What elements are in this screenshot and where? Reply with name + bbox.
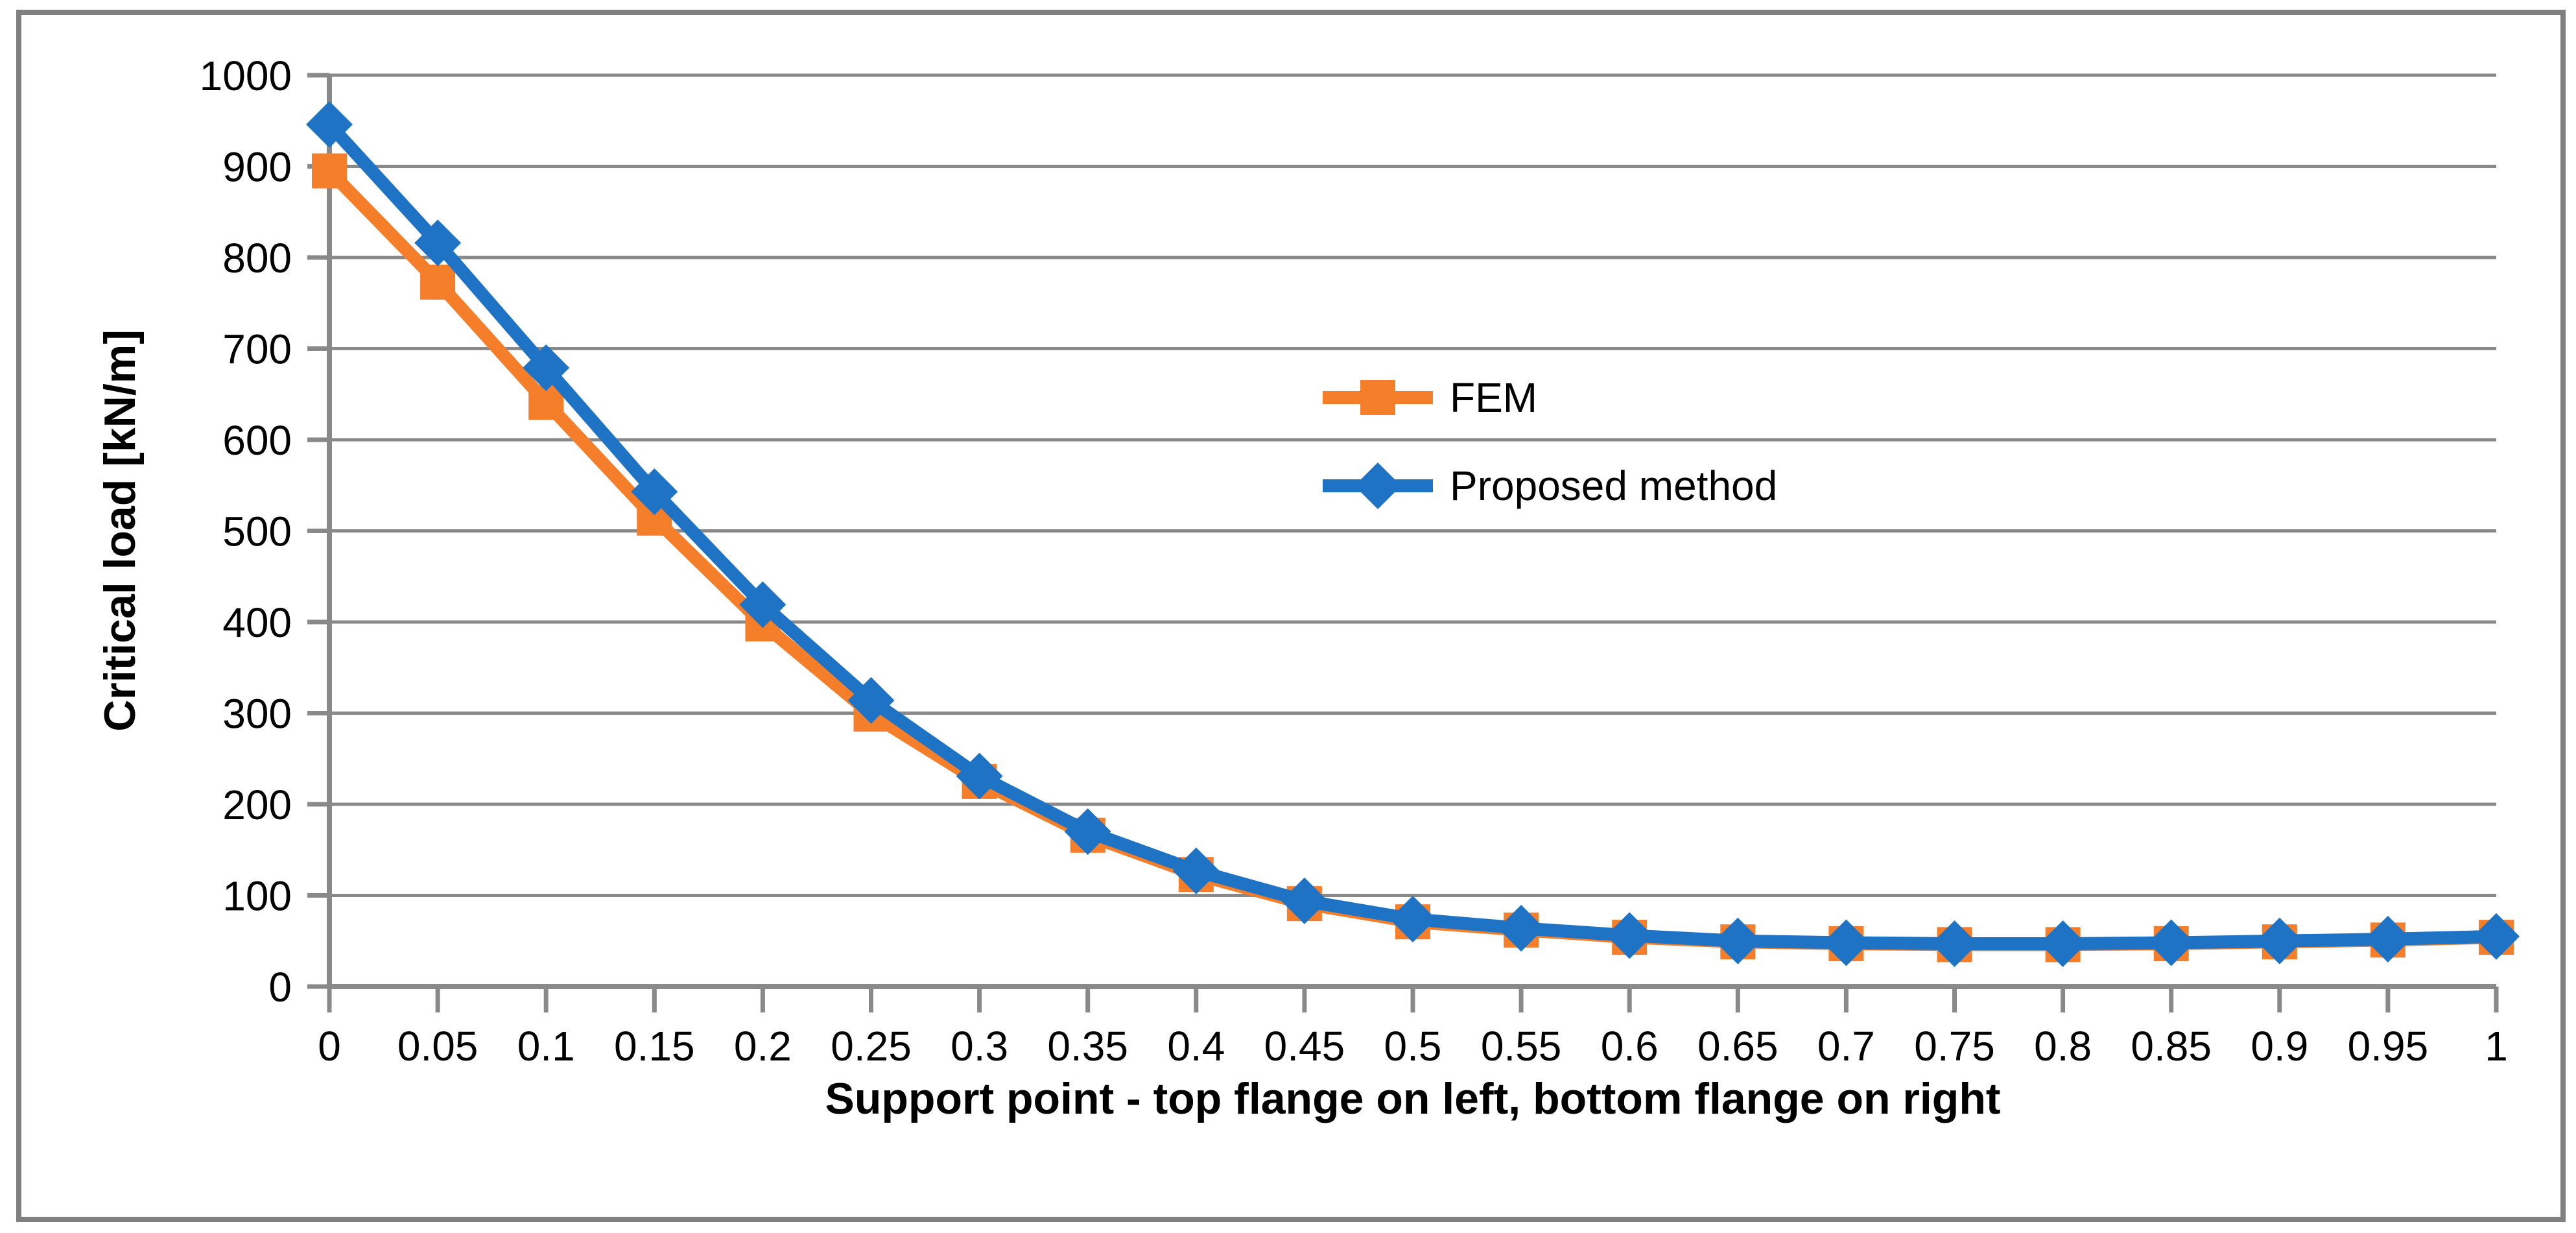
proposed-method-marker-4 — [739, 581, 786, 628]
proposed-method-diamond-marker-icon — [1354, 462, 1401, 509]
fem-legend-symbol — [1323, 380, 1433, 415]
y-tick-label-100: 100 — [222, 873, 292, 920]
proposed-method-marker-19 — [2364, 915, 2411, 963]
x-tick-label-0.1: 0.1 — [517, 1023, 575, 1070]
x-axis-title: Support point - top flange on left, bott… — [825, 1074, 2001, 1123]
x-tick-label-0.6: 0.6 — [1601, 1023, 1659, 1070]
x-tick-label-1: 1 — [2485, 1023, 2508, 1070]
proposed-method-marker-9 — [1281, 877, 1328, 924]
y-tick-label-800: 800 — [222, 235, 292, 281]
proposed-method-marker-18 — [2256, 917, 2303, 964]
x-tick-label-0.35: 0.35 — [1047, 1023, 1128, 1070]
legend-item-fem: FEM — [1323, 353, 1777, 442]
fem-marker-0 — [312, 153, 347, 189]
x-tick-label-0.8: 0.8 — [2034, 1023, 2092, 1070]
x-tick-label-0.2: 0.2 — [734, 1023, 792, 1070]
x-tick-label-0.85: 0.85 — [2131, 1023, 2212, 1070]
x-tick-label-0.05: 0.05 — [397, 1023, 479, 1070]
proposed-method-marker-17 — [2147, 919, 2195, 966]
x-tick-label-0.25: 0.25 — [831, 1023, 912, 1070]
proposed-method-marker-11 — [1498, 905, 1545, 952]
y-tick-label-500: 500 — [222, 509, 292, 555]
proposed-method-marker-0 — [306, 101, 353, 148]
y-tick-label-200: 200 — [222, 782, 292, 828]
x-tick-label-0.45: 0.45 — [1264, 1023, 1345, 1070]
x-tick-label-0: 0 — [318, 1023, 341, 1070]
y-tick-label-400: 400 — [222, 599, 292, 646]
proposed-method-marker-5 — [847, 676, 895, 724]
proposed-method-marker-2 — [523, 344, 570, 392]
legend-label-fem: FEM — [1450, 374, 1538, 421]
legend: FEM Proposed method — [1323, 353, 1777, 530]
proposed-method-marker-16 — [2039, 920, 2086, 967]
y-axis-title: Critical load [kN/m] — [95, 329, 145, 732]
proposed-method-marker-15 — [1931, 920, 1978, 967]
x-tick-label-0.4: 0.4 — [1167, 1023, 1225, 1070]
proposed-method-marker-7 — [1064, 808, 1111, 856]
y-tick-label-1000: 1000 — [200, 53, 292, 99]
fem-line — [323, 164, 2503, 952]
proposed-method-marker-10 — [1389, 896, 1436, 943]
proposed-method-marker-14 — [1823, 919, 1870, 966]
fem-marker-1 — [420, 264, 456, 300]
x-tick-label-0.75: 0.75 — [1914, 1023, 1995, 1070]
proposed-method-marker-1 — [414, 219, 462, 267]
proposed-method-legend-symbol — [1323, 462, 1433, 509]
proposed-method-marker-8 — [1172, 847, 1220, 894]
y-tick-label-700: 700 — [222, 326, 292, 373]
x-tick-label-0.15: 0.15 — [614, 1023, 695, 1070]
legend-label-proposed-method: Proposed method — [1450, 462, 1778, 509]
y-tick-label-0: 0 — [268, 964, 292, 1011]
x-tick-label-0.3: 0.3 — [951, 1023, 1008, 1070]
y-tick-label-900: 900 — [222, 144, 292, 191]
chart-frame — [16, 10, 2566, 1222]
x-tick-label-0.65: 0.65 — [1697, 1023, 1778, 1070]
x-tick-label-0.5: 0.5 — [1384, 1023, 1442, 1070]
proposed-method-marker-12 — [1606, 912, 1653, 959]
proposed-method-marker-6 — [956, 752, 1003, 800]
fem-square-marker-icon — [1360, 380, 1395, 415]
y-tick-label-600: 600 — [222, 417, 292, 464]
legend-item-proposed-method: Proposed method — [1323, 442, 1777, 530]
y-tick-label-300: 300 — [222, 691, 292, 737]
x-tick-label-0.9: 0.9 — [2251, 1023, 2308, 1070]
proposed-method-marker-3 — [631, 468, 678, 516]
proposed-method-marker-13 — [1714, 917, 1762, 964]
x-tick-label-0.95: 0.95 — [2348, 1023, 2429, 1070]
x-tick-label-0.55: 0.55 — [1481, 1023, 1562, 1070]
x-tick-label-0.7: 0.7 — [1817, 1023, 1875, 1070]
proposed-method-marker-20 — [2473, 913, 2520, 960]
